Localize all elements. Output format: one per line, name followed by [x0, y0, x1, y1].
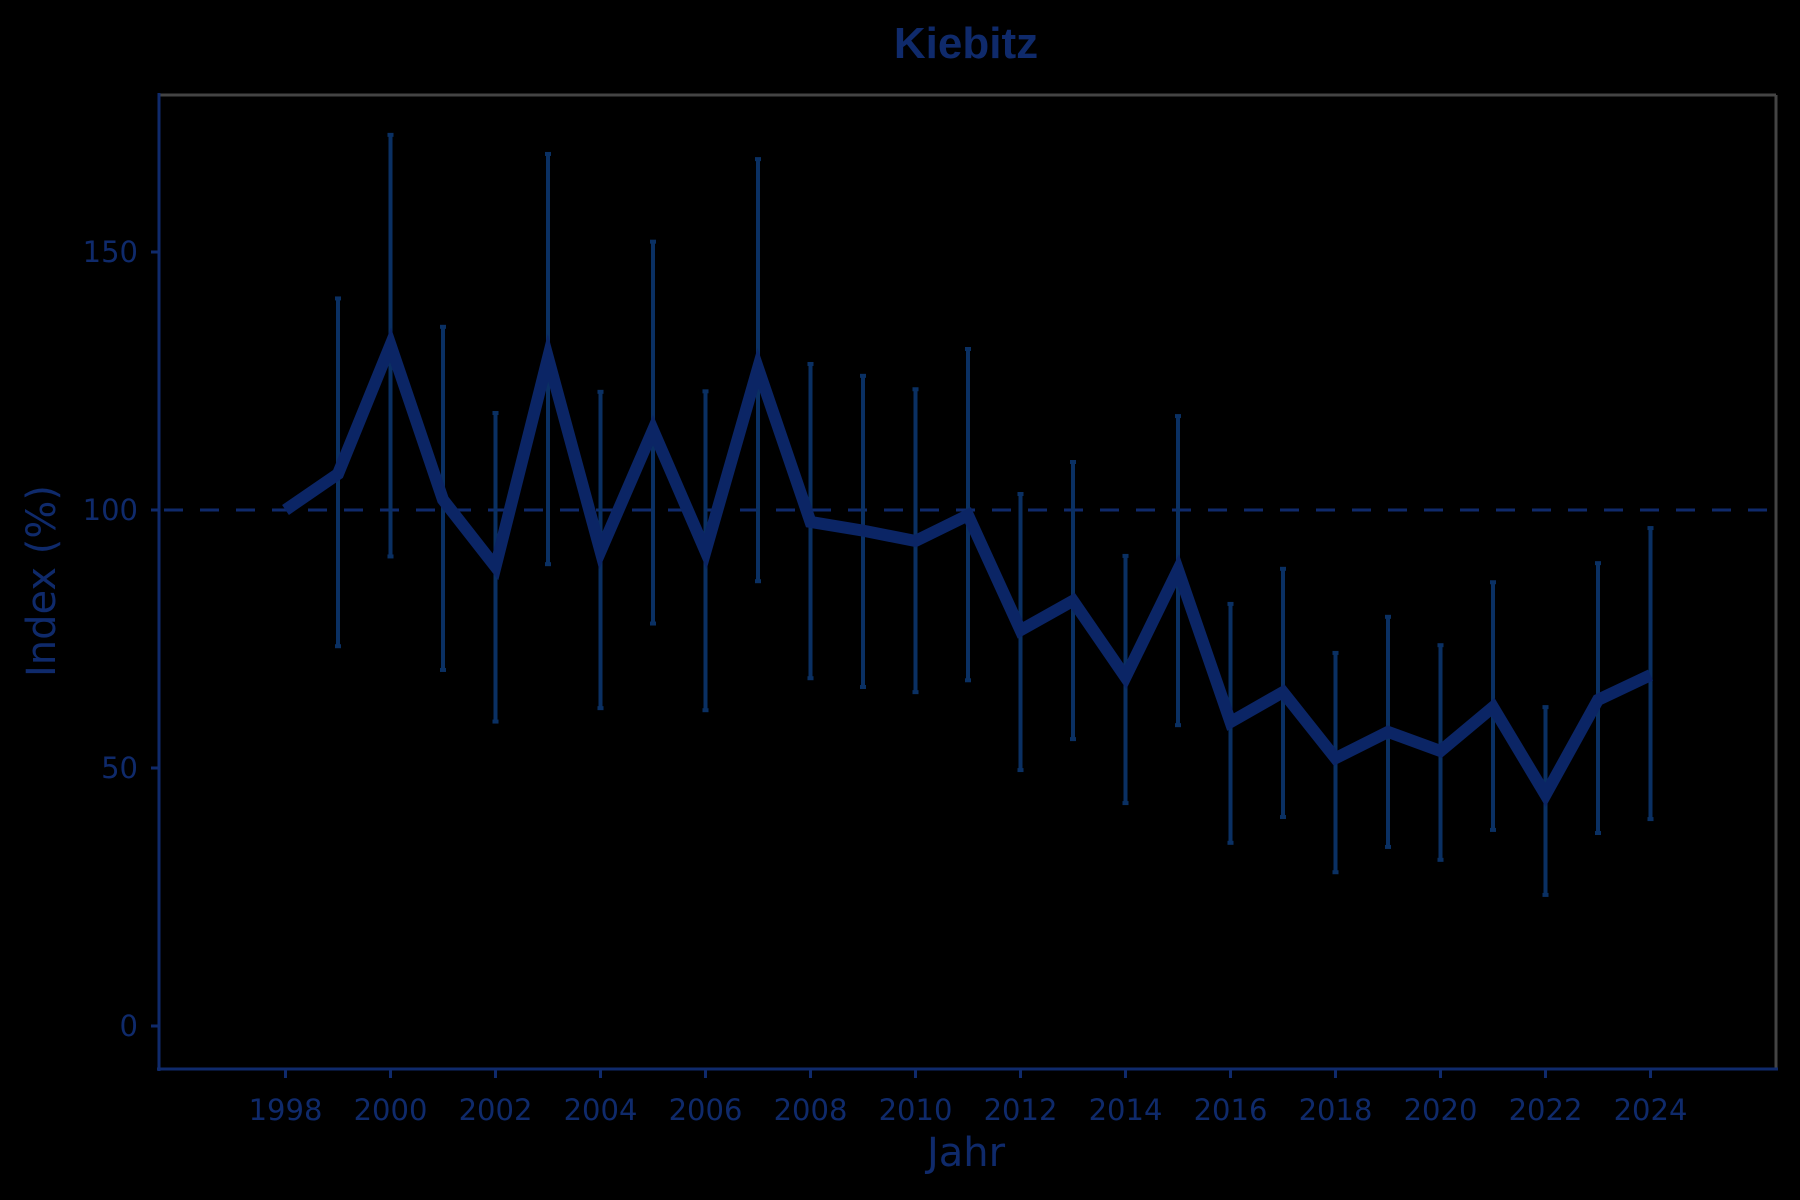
x-axis-ticks: 1998 2000 2002 2004 2006 2008 2010 2012 2014 2016…: [249, 1069, 1688, 1127]
chart-title: Kiebitz: [894, 19, 1038, 68]
x-tick-label: 1998: [249, 1093, 323, 1127]
x-tick-label: 2020: [1404, 1093, 1478, 1127]
x-tick-label: 2024: [1614, 1093, 1688, 1127]
x-axis-title: Jahr: [924, 1130, 1006, 1176]
x-tick-label: 2010: [879, 1093, 953, 1127]
y-axis-ticks: 0 50 100 150: [83, 235, 159, 1043]
x-tick-label: 2012: [984, 1093, 1058, 1127]
y-tick-label: 100: [83, 493, 138, 527]
plot-area: 0 50 100 150 1998 2000 2002 2004 2006 2008 2010 20…: [83, 93, 1778, 1127]
y-tick-label: 0: [120, 1009, 138, 1043]
x-tick-label: 2008: [774, 1093, 848, 1127]
x-tick-label: 2014: [1089, 1093, 1163, 1127]
y-tick-label: 150: [83, 235, 138, 269]
y-tick-label: 50: [101, 751, 138, 785]
x-tick-label: 2002: [459, 1093, 533, 1127]
x-tick-label: 2022: [1509, 1093, 1583, 1127]
index-series-line: [282, 327, 1654, 807]
x-tick-label: 2000: [354, 1093, 428, 1127]
x-tick-label: 2004: [564, 1093, 638, 1127]
x-tick-label: 2006: [669, 1093, 743, 1127]
x-tick-label: 2018: [1299, 1093, 1373, 1127]
y-axis-title: Index (%): [19, 485, 65, 677]
x-tick-label: 2016: [1194, 1093, 1268, 1127]
